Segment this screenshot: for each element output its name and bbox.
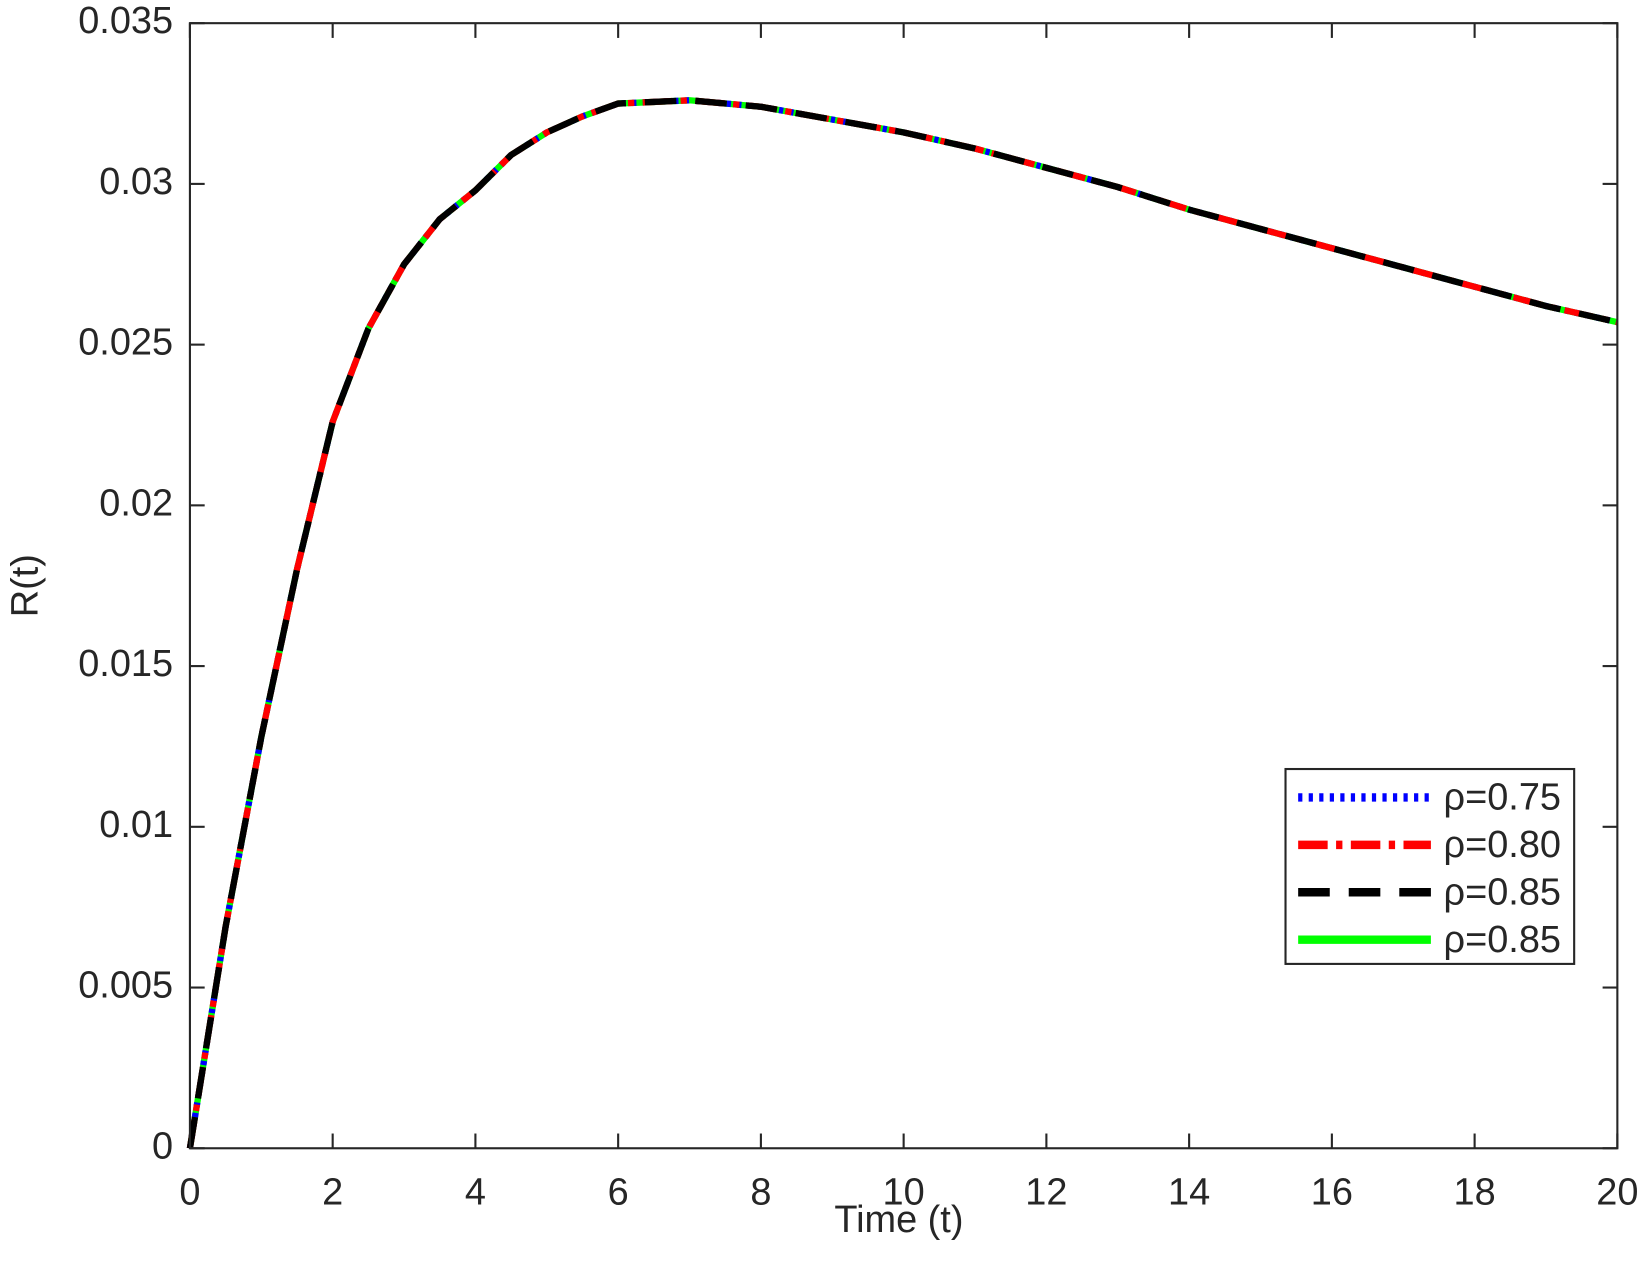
- data-line: [186, 97, 1619, 1149]
- y-axis-label: R(t): [5, 554, 47, 617]
- y-tick-label: 0.02: [99, 482, 173, 524]
- x-tick-label: 0: [179, 1172, 200, 1214]
- x-tick-label: 20: [1596, 1172, 1638, 1214]
- y-tick-label: 0.03: [99, 161, 173, 203]
- x-tick-label: 6: [608, 1172, 629, 1214]
- x-tick-label: 18: [1454, 1172, 1496, 1214]
- x-tick-label: 2: [322, 1172, 343, 1214]
- data-line: [186, 97, 1619, 1149]
- legend-label: ρ=0.80: [1444, 824, 1561, 866]
- y-tick-label: 0.01: [99, 804, 173, 846]
- x-tick-label: 14: [1168, 1172, 1210, 1214]
- x-axis-label: Time (t): [834, 1199, 963, 1241]
- legend-label: ρ=0.85: [1444, 871, 1561, 913]
- y-tick-label: 0: [152, 1125, 173, 1167]
- x-tick-label: 8: [750, 1172, 771, 1214]
- legend-label: ρ=0.85: [1444, 919, 1561, 961]
- data-line: [186, 97, 1619, 1149]
- plot-frame: [188, 22, 1619, 1150]
- y-tick-label: 0.015: [78, 643, 173, 685]
- x-tick-label: 12: [1025, 1172, 1067, 1214]
- y-tick-label: 0.005: [78, 965, 173, 1007]
- y-tick-label: 0.035: [78, 0, 173, 42]
- x-tick-label: 16: [1311, 1172, 1353, 1214]
- x-tick-label: 4: [465, 1172, 486, 1214]
- y-tick-label: 0.025: [78, 322, 173, 364]
- data-line: [186, 97, 1619, 1149]
- x-tick-label: 10: [883, 1172, 925, 1214]
- legend-label: ρ=0.75: [1444, 777, 1561, 819]
